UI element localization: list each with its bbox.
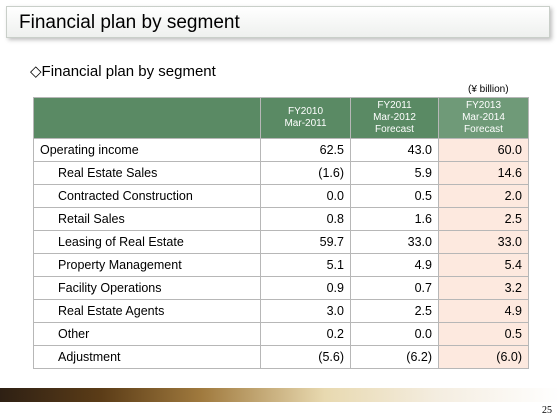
header-fy2010: FY2010 Mar-2011	[260, 97, 351, 139]
cell-fy2010: 0.2	[260, 322, 351, 346]
row-label: Contracted Construction	[33, 184, 261, 208]
header-fy2013-note: Forecast	[464, 124, 503, 135]
cell-fy2013: 2.5	[438, 207, 529, 231]
cell-fy2011: (6.2)	[350, 345, 439, 369]
cell-fy2011: 33.0	[350, 230, 439, 254]
cell-fy2013: 3.2	[438, 276, 529, 300]
cell-fy2010: 5.1	[260, 253, 351, 277]
row-label: Adjustment	[33, 345, 261, 369]
table-row: Real Estate Agents 3.0 2.5 4.9	[33, 299, 529, 323]
row-label: Real Estate Sales	[33, 161, 261, 185]
row-label: Retail Sales	[33, 207, 261, 231]
header-fy2010-year: FY2010	[287, 106, 324, 117]
header-fy2013-year: FY2013	[465, 100, 502, 111]
cell-fy2010: 62.5	[260, 138, 351, 162]
table-row: Operating income 62.5 43.0 60.0	[33, 138, 529, 162]
cell-fy2011: 0.5	[350, 184, 439, 208]
cell-fy2013: 4.9	[438, 299, 529, 323]
table-row: Leasing of Real Estate 59.7 33.0 33.0	[33, 230, 529, 254]
header-blank	[33, 97, 261, 139]
cell-fy2011: 43.0	[350, 138, 439, 162]
cell-fy2011: 0.7	[350, 276, 439, 300]
cell-fy2013: 0.5	[438, 322, 529, 346]
table-header-row: FY2010 Mar-2011 FY2011 Mar-2012 Forecast…	[33, 97, 529, 139]
cell-fy2010: 59.7	[260, 230, 351, 254]
cell-fy2010: 0.9	[260, 276, 351, 300]
cell-fy2013: 2.0	[438, 184, 529, 208]
header-fy2013-period: Mar-2014	[462, 112, 505, 123]
cell-fy2011: 2.5	[350, 299, 439, 323]
table-row: Real Estate Sales (1.6) 5.9 14.6	[33, 161, 529, 185]
cell-fy2011: 4.9	[350, 253, 439, 277]
header-fy2011-year: FY2011	[377, 100, 412, 111]
cell-fy2013: 33.0	[438, 230, 529, 254]
unit-label: (¥ billion)	[468, 84, 509, 95]
cell-fy2010: (1.6)	[260, 161, 351, 185]
cell-fy2011: 1.6	[350, 207, 439, 231]
table-row: Other 0.2 0.0 0.5	[33, 322, 529, 346]
cell-fy2011: 0.0	[350, 322, 439, 346]
section-subtitle: ◇Financial plan by segment	[30, 63, 216, 80]
cell-fy2013: 14.6	[438, 161, 529, 185]
title-bar: Financial plan by segment	[6, 6, 550, 38]
header-fy2011-period: Mar-2012	[373, 112, 416, 123]
decorative-bottom-bar	[0, 388, 560, 402]
cell-fy2013: 60.0	[438, 138, 529, 162]
cell-fy2010: 0.0	[260, 184, 351, 208]
table-row: Contracted Construction 0.0 0.5 2.0	[33, 184, 529, 208]
cell-fy2013: 5.4	[438, 253, 529, 277]
cell-fy2011: 5.9	[350, 161, 439, 185]
slide-title: Financial plan by segment	[19, 12, 240, 33]
header-fy2010-period: Mar-2011	[284, 118, 327, 129]
row-label: Property Management	[33, 253, 261, 277]
row-label: Operating income	[33, 138, 261, 162]
header-fy2013: FY2013 Mar-2014 Forecast	[438, 97, 529, 139]
cell-fy2010: 3.0	[260, 299, 351, 323]
row-label: Real Estate Agents	[33, 299, 261, 323]
segment-table: FY2010 Mar-2011 FY2011 Mar-2012 Forecast…	[33, 97, 529, 369]
cell-fy2010: (5.6)	[260, 345, 351, 369]
table-row: Property Management 5.1 4.9 5.4	[33, 253, 529, 277]
cell-fy2013: (6.0)	[438, 345, 529, 369]
cell-fy2010: 0.8	[260, 207, 351, 231]
header-fy2011-note: Forecast	[375, 124, 414, 135]
header-fy2011: FY2011 Mar-2012 Forecast	[350, 97, 439, 139]
row-label: Leasing of Real Estate	[33, 230, 261, 254]
page-number: 25	[542, 405, 552, 416]
table-row: Adjustment (5.6) (6.2) (6.0)	[33, 345, 529, 369]
row-label: Facility Operations	[33, 276, 261, 300]
table-row: Facility Operations 0.9 0.7 3.2	[33, 276, 529, 300]
row-label: Other	[33, 322, 261, 346]
table-row: Retail Sales 0.8 1.6 2.5	[33, 207, 529, 231]
